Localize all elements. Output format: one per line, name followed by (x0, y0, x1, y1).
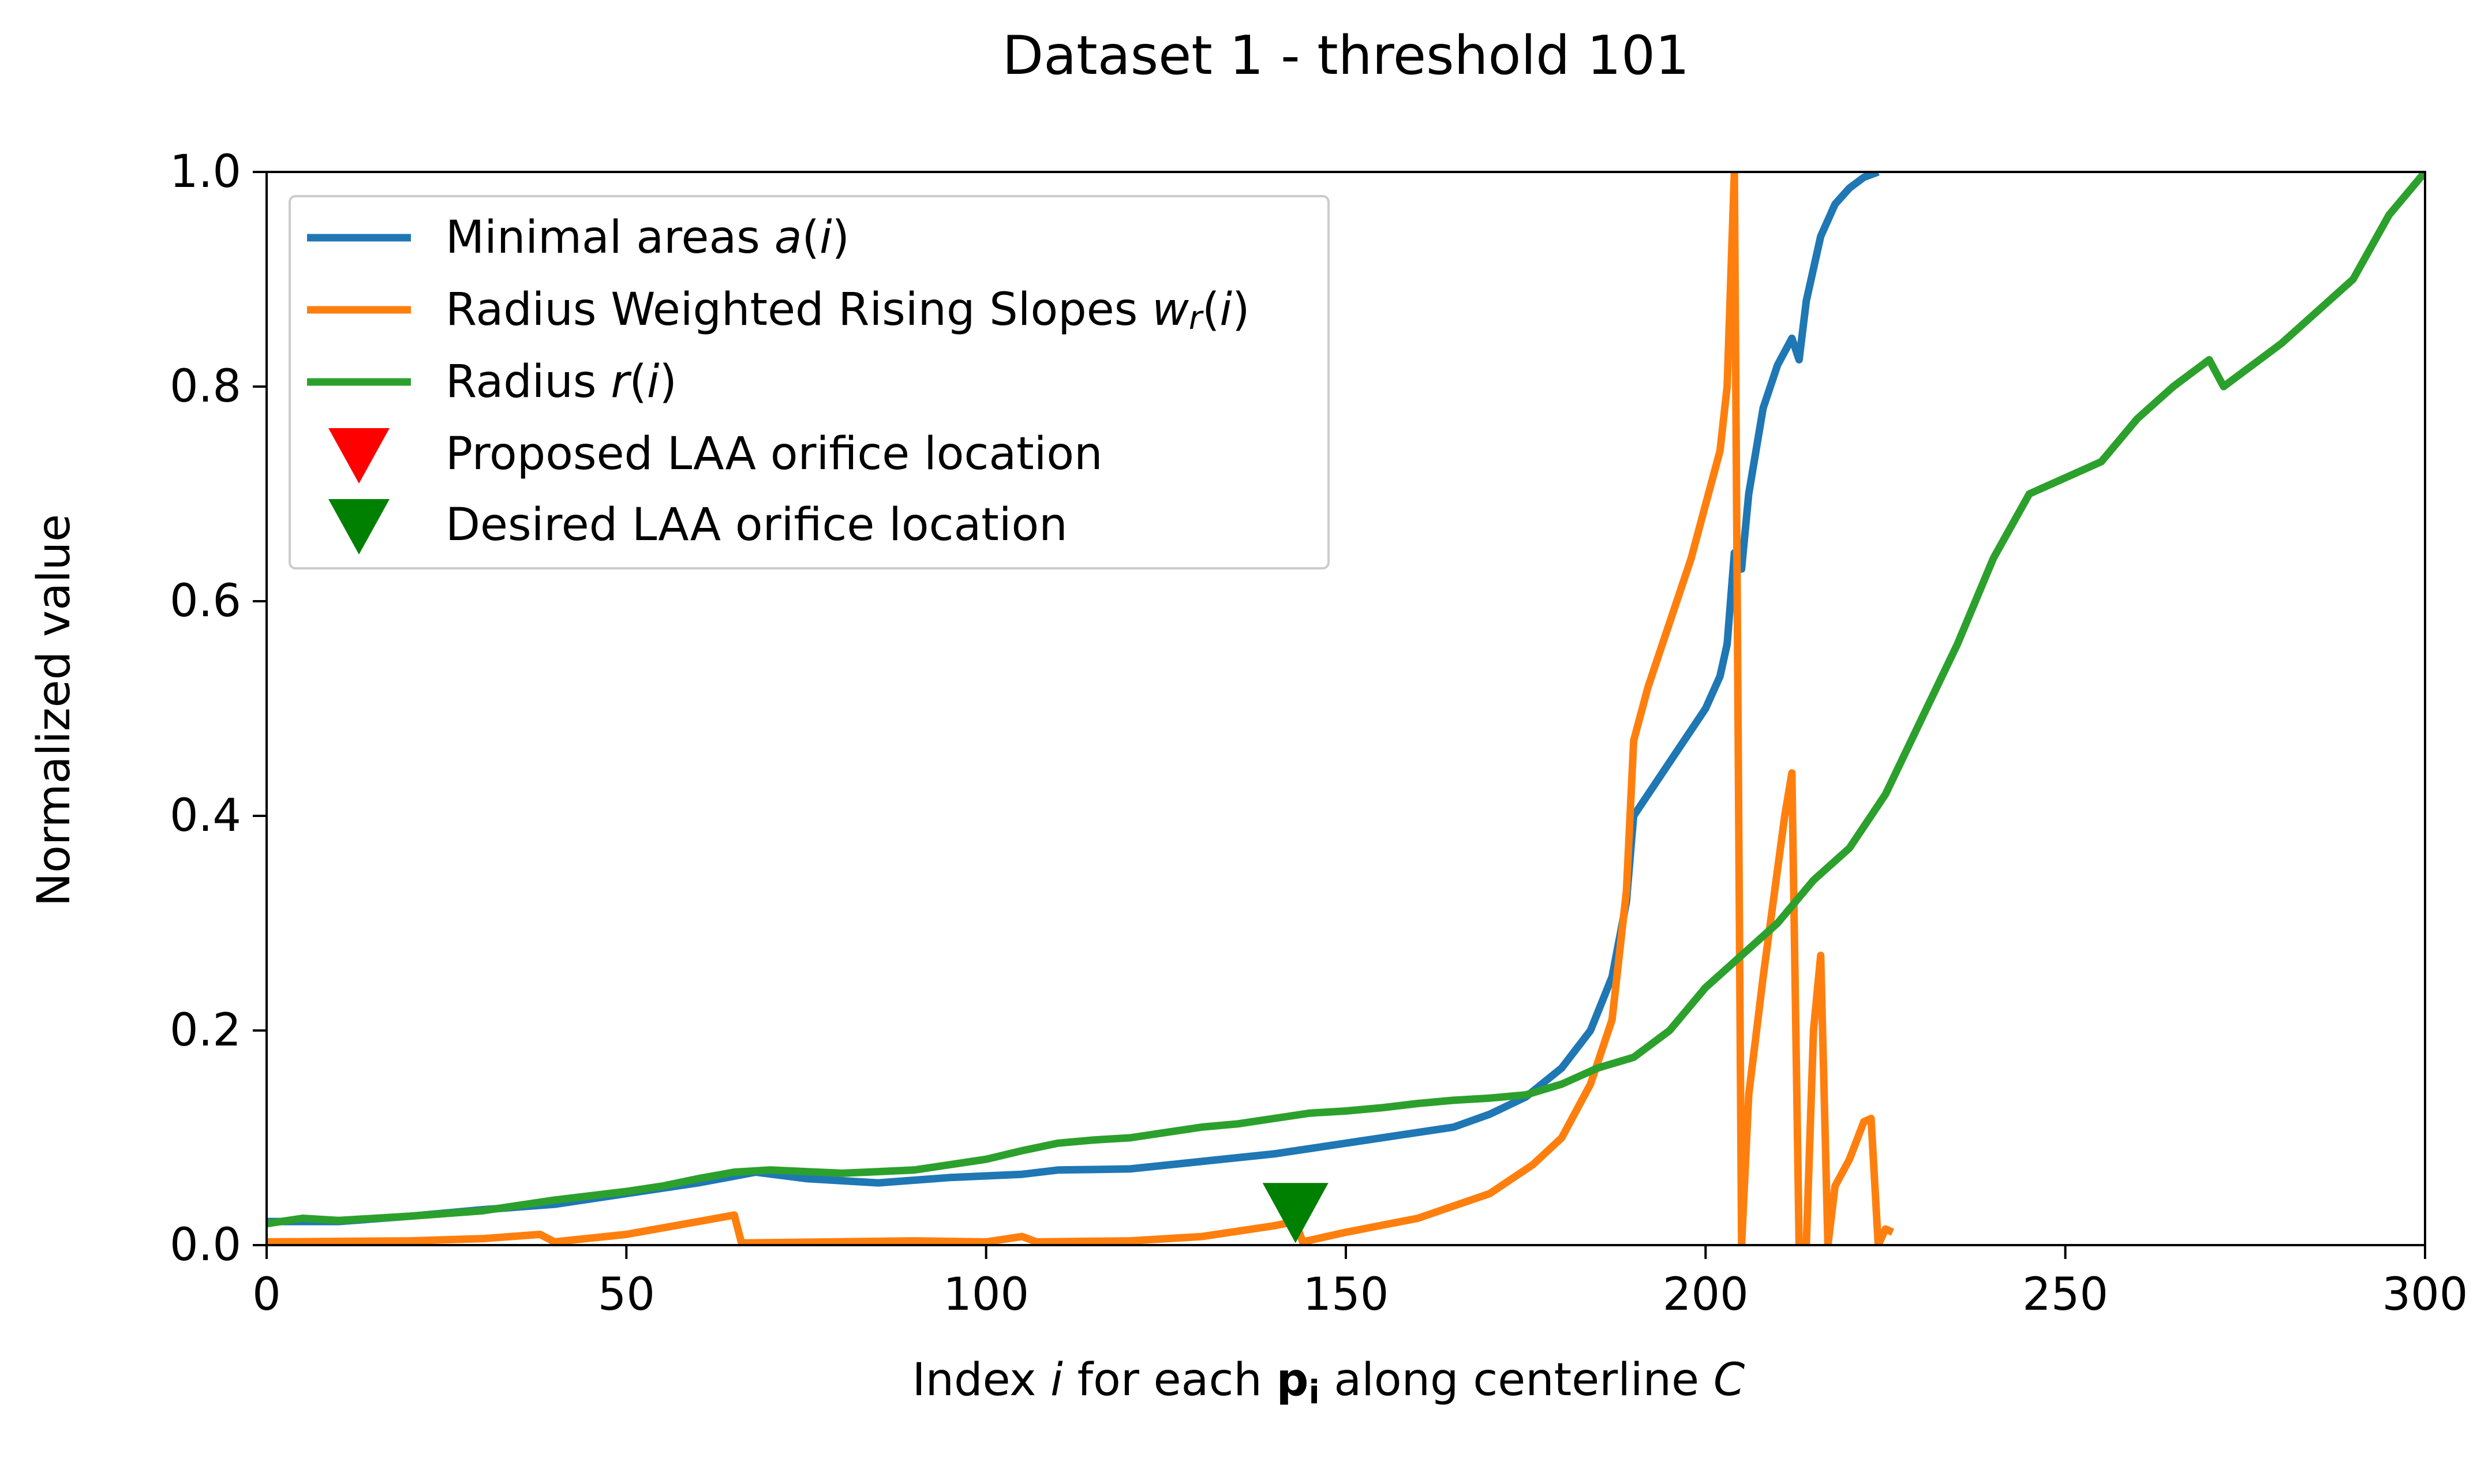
x-tick-label: 250 (2022, 1269, 2108, 1321)
series-layer (267, 172, 2425, 1245)
x-tick-label: 200 (1663, 1269, 1749, 1321)
y-tick-label: 0.6 (170, 575, 241, 627)
x-axis-label-sub-i: i (1308, 1374, 1319, 1411)
x-axis-label-p: p (1277, 1354, 1309, 1406)
y-tick-label: 0.8 (170, 361, 241, 413)
y-tick-label: 1.0 (170, 146, 241, 198)
chart-title: Dataset 1 - threshold 101 (1002, 24, 1690, 87)
x-tick-label: 150 (1303, 1269, 1389, 1321)
x-tick-label: 50 (598, 1269, 655, 1321)
x-tick-label: 0 (252, 1269, 281, 1321)
legend-label-desired-orifice: Desired LAA orifice location (446, 499, 1068, 551)
y-tick-label: 0.4 (170, 790, 241, 842)
legend-label-radius: Radius r(i) (446, 356, 677, 408)
marker-desired-laa-orifice-location (1262, 1183, 1329, 1243)
legend-box (289, 195, 1330, 569)
legend-label-radius-weighted-slopes: Radius Weighted Rising Slopes wr(i) (446, 284, 1250, 337)
series-line-radius-r-i (267, 172, 2425, 1228)
x-axis-label-part3: along centerline (1320, 1354, 1713, 1406)
legend-swatch-desired-orifice (328, 499, 390, 554)
series-line-radius-weighted-rising-slopes-w-r-i (267, 172, 1895, 1245)
y-axis-label: Normalized value (28, 514, 80, 906)
y-axis-ticks: 0.0 0.2 0.4 0.6 0.8 1.0 (170, 146, 267, 1271)
x-tick-label: 100 (943, 1269, 1029, 1321)
x-axis-ticks: 0 50 100 150 200 250 300 (252, 1245, 2468, 1321)
y-tick-label: 0.2 (170, 1005, 241, 1056)
x-axis-label-var-i: i (1050, 1354, 1063, 1406)
legend-label-minimal-areas: Minimal areas a(i) (446, 212, 850, 264)
y-tick-label: 0.0 (170, 1219, 241, 1271)
marker-layer (1262, 1183, 1329, 1243)
x-axis-label-part2: for each (1063, 1354, 1277, 1406)
x-axis-label-part1: Index (912, 1354, 1051, 1406)
series-line-minimal-areas-a-i (267, 172, 1880, 1226)
x-tick-label: 300 (2382, 1269, 2468, 1321)
x-axis-label: Index i for each pi along centerline C (912, 1354, 1745, 1411)
legend-label-proposed-orifice: Proposed LAA orifice location (446, 428, 1103, 480)
x-axis-label-var-c: C (1713, 1354, 1745, 1406)
legend: Minimal areas a(i) Radius Weighted Risin… (289, 195, 1330, 569)
legend-swatch-proposed-orifice (328, 428, 390, 484)
